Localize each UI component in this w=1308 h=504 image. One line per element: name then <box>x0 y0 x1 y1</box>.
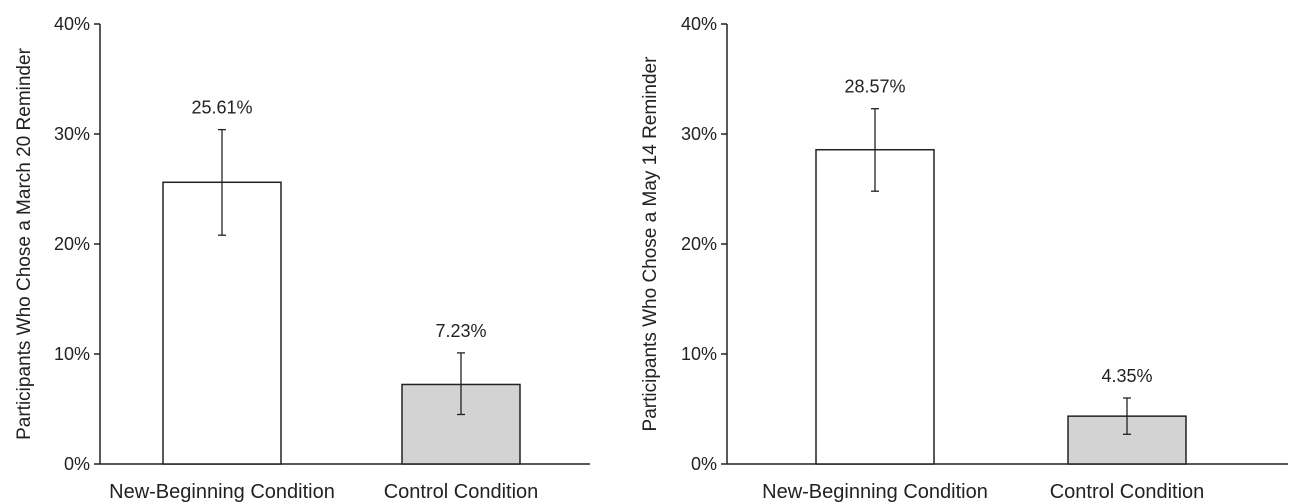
right-y-tick-label: 10% <box>681 344 717 364</box>
right-y-tick-label: 20% <box>681 234 717 254</box>
left-y-tick-label: 40% <box>54 14 90 34</box>
right-data-label-1: 4.35% <box>1101 366 1152 386</box>
left-y-axis-title: Participants Who Chose a March 20 Remind… <box>14 47 35 439</box>
left-y-tick-label: 20% <box>54 234 90 254</box>
right-y-tick-label: 40% <box>681 14 717 34</box>
right-category-label-1: Control Condition <box>1050 481 1205 503</box>
right-y-tick-label: 30% <box>681 124 717 144</box>
chart-march-20: 0% 10% 20% 30% 40% Participants Who Chose a M… <box>14 14 590 503</box>
left-data-label-1: 7.23% <box>435 321 486 341</box>
left-category-label-1: Control Condition <box>384 481 539 503</box>
left-y-tick-label: 0% <box>64 454 90 474</box>
right-category-label-0: New-Beginning Condition <box>762 481 988 503</box>
left-y-tick-label: 10% <box>54 344 90 364</box>
chart-may-14: 0% 10% 20% 30% 40% Participants Who Chose a M… <box>640 14 1288 503</box>
right-data-label-0: 28.57% <box>844 77 905 97</box>
right-y-axis-title: Participants Who Chose a May 14 Reminder <box>640 56 661 432</box>
right-bar-0 <box>815 148 935 465</box>
left-data-label-0: 25.61% <box>191 98 252 118</box>
left-category-label-0: New-Beginning Condition <box>109 481 335 503</box>
right-y-tick-label: 0% <box>691 454 717 474</box>
left-y-tick-label: 30% <box>54 124 90 144</box>
